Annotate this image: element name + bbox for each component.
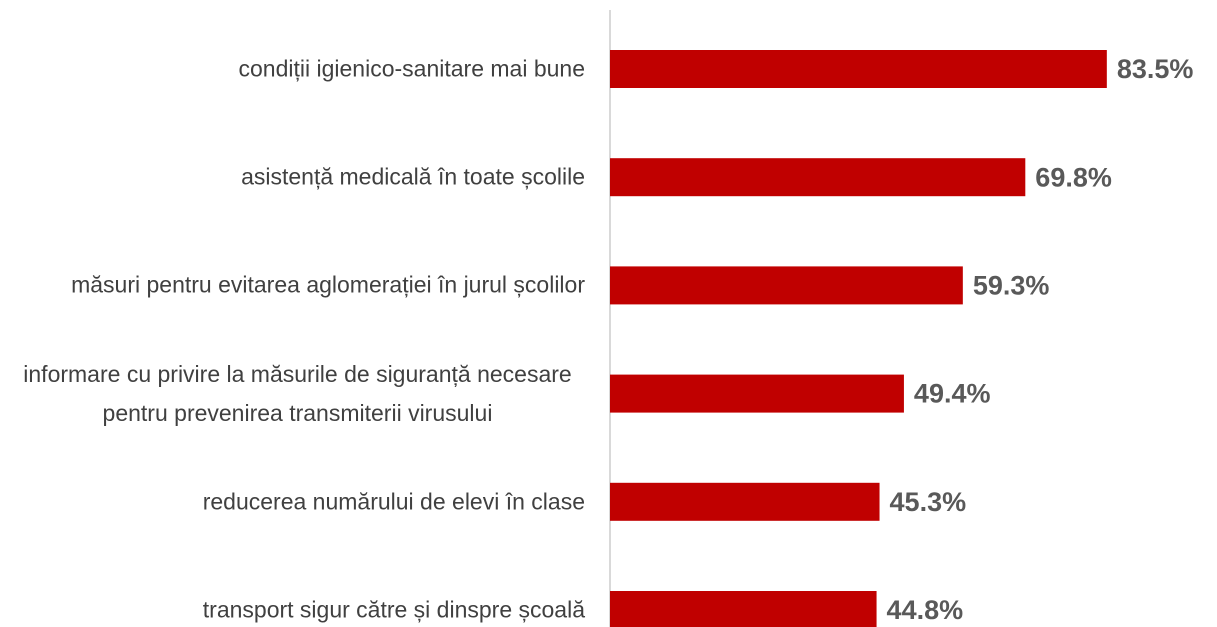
bar (610, 266, 963, 305)
category-label: măsuri pentru evitarea aglomerației în j… (71, 271, 585, 298)
bar (610, 482, 880, 521)
category-label: condiții igienico-sanitare mai bune (238, 55, 585, 82)
bar (610, 50, 1107, 88)
category-label: informare cu privire la măsurile de sigu… (23, 360, 572, 426)
category-label: reducerea numărului de elevi în clase (202, 488, 585, 515)
value-label: 45.3% (890, 487, 967, 517)
value-label: 69.8% (1035, 162, 1112, 192)
value-label: 59.3% (973, 271, 1050, 301)
category-label: transport sigur către și dinspre școală (202, 596, 585, 623)
bar (610, 158, 1026, 197)
value-label: 83.5% (1117, 54, 1194, 84)
value-label: 44.8% (887, 595, 964, 625)
bar (610, 374, 904, 413)
category-label: asistență medicală în toate școlile (241, 163, 585, 190)
bar (610, 591, 877, 627)
value-label: 49.4% (914, 379, 991, 409)
